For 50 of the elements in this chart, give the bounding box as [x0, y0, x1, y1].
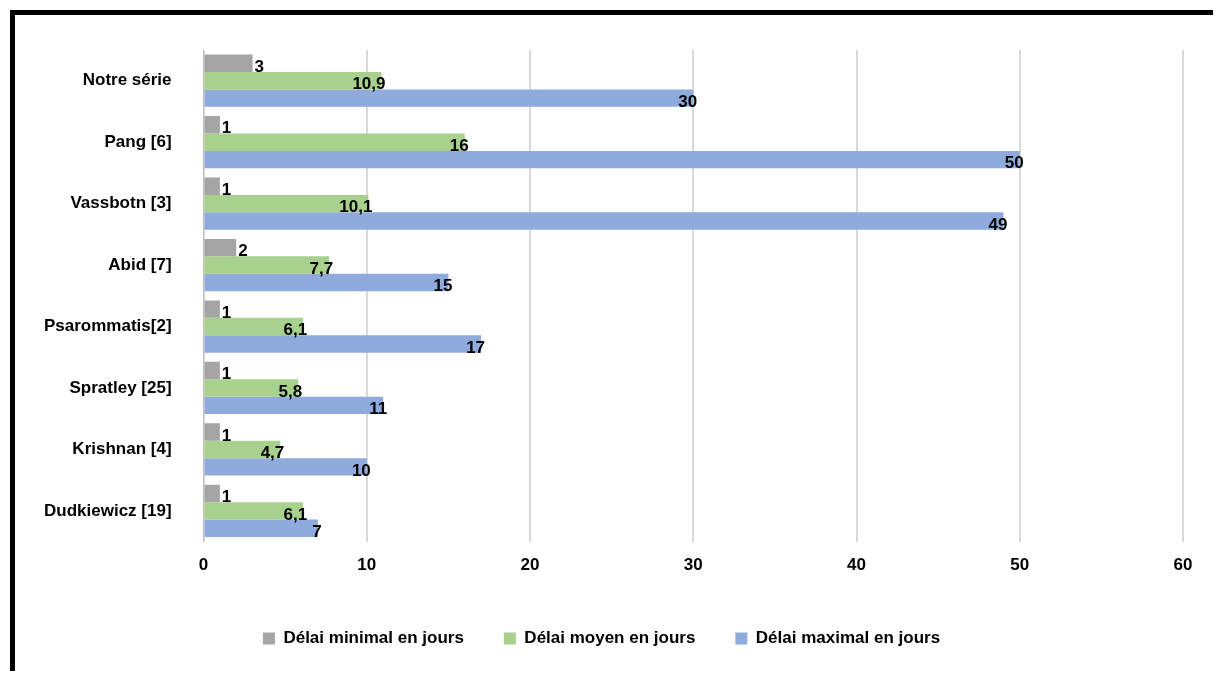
bar	[204, 484, 220, 503]
data-label: 1	[221, 302, 232, 322]
x-tick-label: 20	[520, 555, 540, 575]
data-label: 15	[433, 276, 453, 296]
data-label: 10,9	[352, 74, 386, 94]
y-tick-label: Spratley [25]	[69, 377, 172, 397]
y-tick-label: Vassbotn [3]	[70, 193, 172, 213]
data-label: 1	[221, 118, 232, 138]
x-tick-label: 30	[683, 555, 703, 575]
data-label: 50	[1004, 153, 1024, 173]
bar	[204, 54, 253, 73]
x-tick-label: 40	[847, 555, 866, 575]
data-label: 30	[678, 91, 698, 111]
bar	[204, 361, 220, 380]
data-label: 7	[312, 521, 322, 541]
data-label: 7,7	[309, 258, 334, 278]
data-label: 1	[221, 425, 232, 445]
y-tick-label: Krishnan [4]	[72, 439, 172, 459]
legend-label: Délai maximal en jours	[755, 628, 941, 648]
data-label: 1	[221, 364, 232, 384]
y-tick-label: Psarommatis[2]	[43, 316, 172, 336]
data-label: 1	[221, 487, 232, 507]
y-tick-label: Abid [7]	[108, 254, 172, 274]
data-label: 10	[351, 460, 371, 480]
data-label: 2	[238, 241, 248, 261]
x-tick-label: 50	[1010, 555, 1030, 575]
data-label: 49	[988, 214, 1008, 234]
legend-label: Délai minimal en jours	[283, 628, 464, 648]
data-label: 16	[449, 135, 469, 155]
data-label: 3	[254, 57, 264, 76]
data-label: 1	[221, 179, 232, 199]
bar	[204, 238, 237, 257]
bar	[204, 423, 220, 441]
data-label: 10,1	[339, 197, 373, 217]
x-tick-label: 10	[357, 555, 377, 575]
y-tick-label: Pang [6]	[104, 131, 172, 151]
data-label: 4,7	[260, 443, 285, 463]
data-label: 6,1	[283, 320, 308, 340]
data-label: 11	[369, 399, 388, 419]
x-tick-label: 0	[198, 555, 209, 575]
data-label: 17	[466, 337, 486, 357]
y-tick-label: Notre série	[82, 70, 172, 90]
x-tick-label: 60	[1173, 555, 1193, 575]
legend-label: Délai moyen en jours	[524, 628, 696, 648]
y-tick-label: Dudkiewicz [19]	[44, 500, 172, 520]
data-label: 6,1	[283, 504, 308, 524]
bar	[204, 300, 220, 318]
bar	[204, 177, 220, 195]
bar	[204, 116, 220, 134]
data-label: 5,8	[278, 381, 303, 401]
